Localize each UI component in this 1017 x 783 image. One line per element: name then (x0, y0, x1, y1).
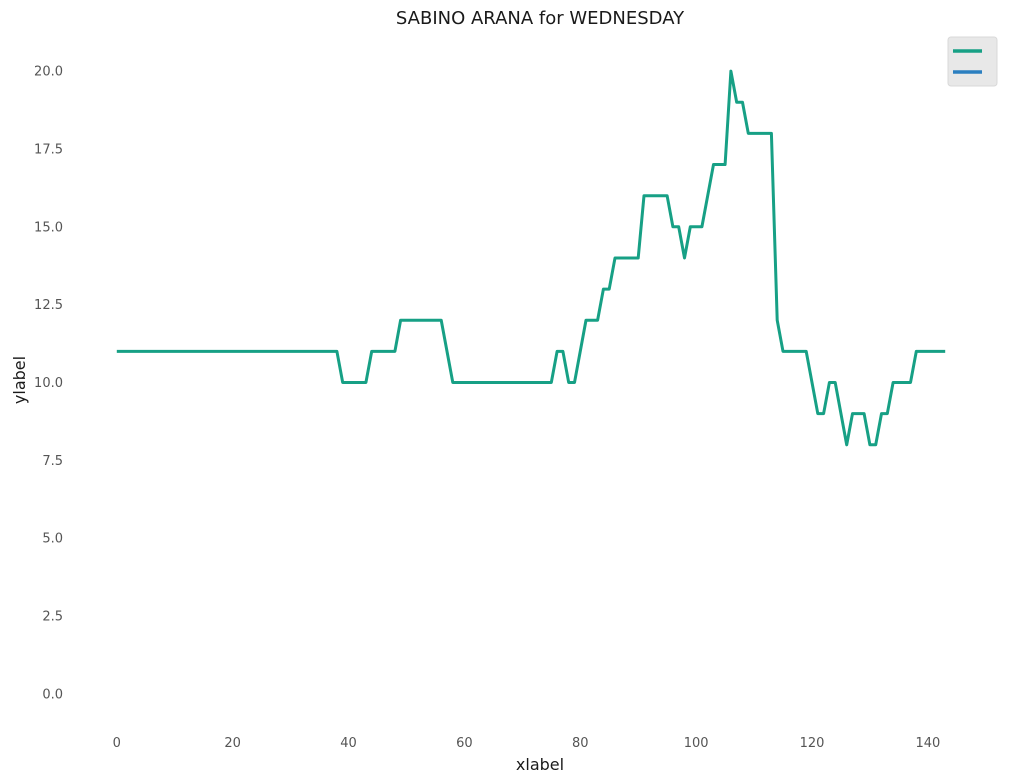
x-tick-label: 80 (572, 736, 589, 751)
series-line-1 (116, 69, 946, 447)
chart-title: SABINO ARANA for WEDNESDAY (396, 8, 685, 29)
y-tick-label: 15.0 (34, 220, 63, 235)
x-tick-label: 140 (915, 736, 940, 751)
y-tick-label: 12.5 (34, 298, 63, 313)
y-tick-label: 20.0 (34, 65, 63, 80)
y-tick-label: 5.0 (42, 532, 63, 547)
y-axis-label: ylabel (10, 356, 29, 404)
x-axis-ticks: 0 20 40 60 80 100 120 140 (113, 736, 941, 751)
y-tick-label: 0.0 (42, 687, 63, 702)
y-tick-label: 10.0 (34, 376, 63, 391)
x-tick-label: 40 (340, 736, 357, 751)
legend-entries (953, 49, 982, 74)
x-tick-label: 0 (113, 736, 121, 751)
y-tick-label: 7.5 (42, 454, 63, 469)
x-axis-label: xlabel (516, 755, 564, 774)
x-tick-label: 20 (224, 736, 241, 751)
x-tick-label: 120 (800, 736, 825, 751)
series-layer (116, 69, 946, 447)
y-tick-label: 2.5 (42, 610, 63, 625)
y-tick-label: 17.5 (34, 142, 63, 157)
y-axis-ticks: 0.0 2.5 5.0 7.5 10.0 12.5 15.0 17.5 20.0 (34, 65, 63, 703)
legend-box (947, 36, 998, 87)
x-tick-label: 60 (456, 736, 473, 751)
x-tick-label: 100 (684, 736, 709, 751)
legend (947, 36, 998, 87)
